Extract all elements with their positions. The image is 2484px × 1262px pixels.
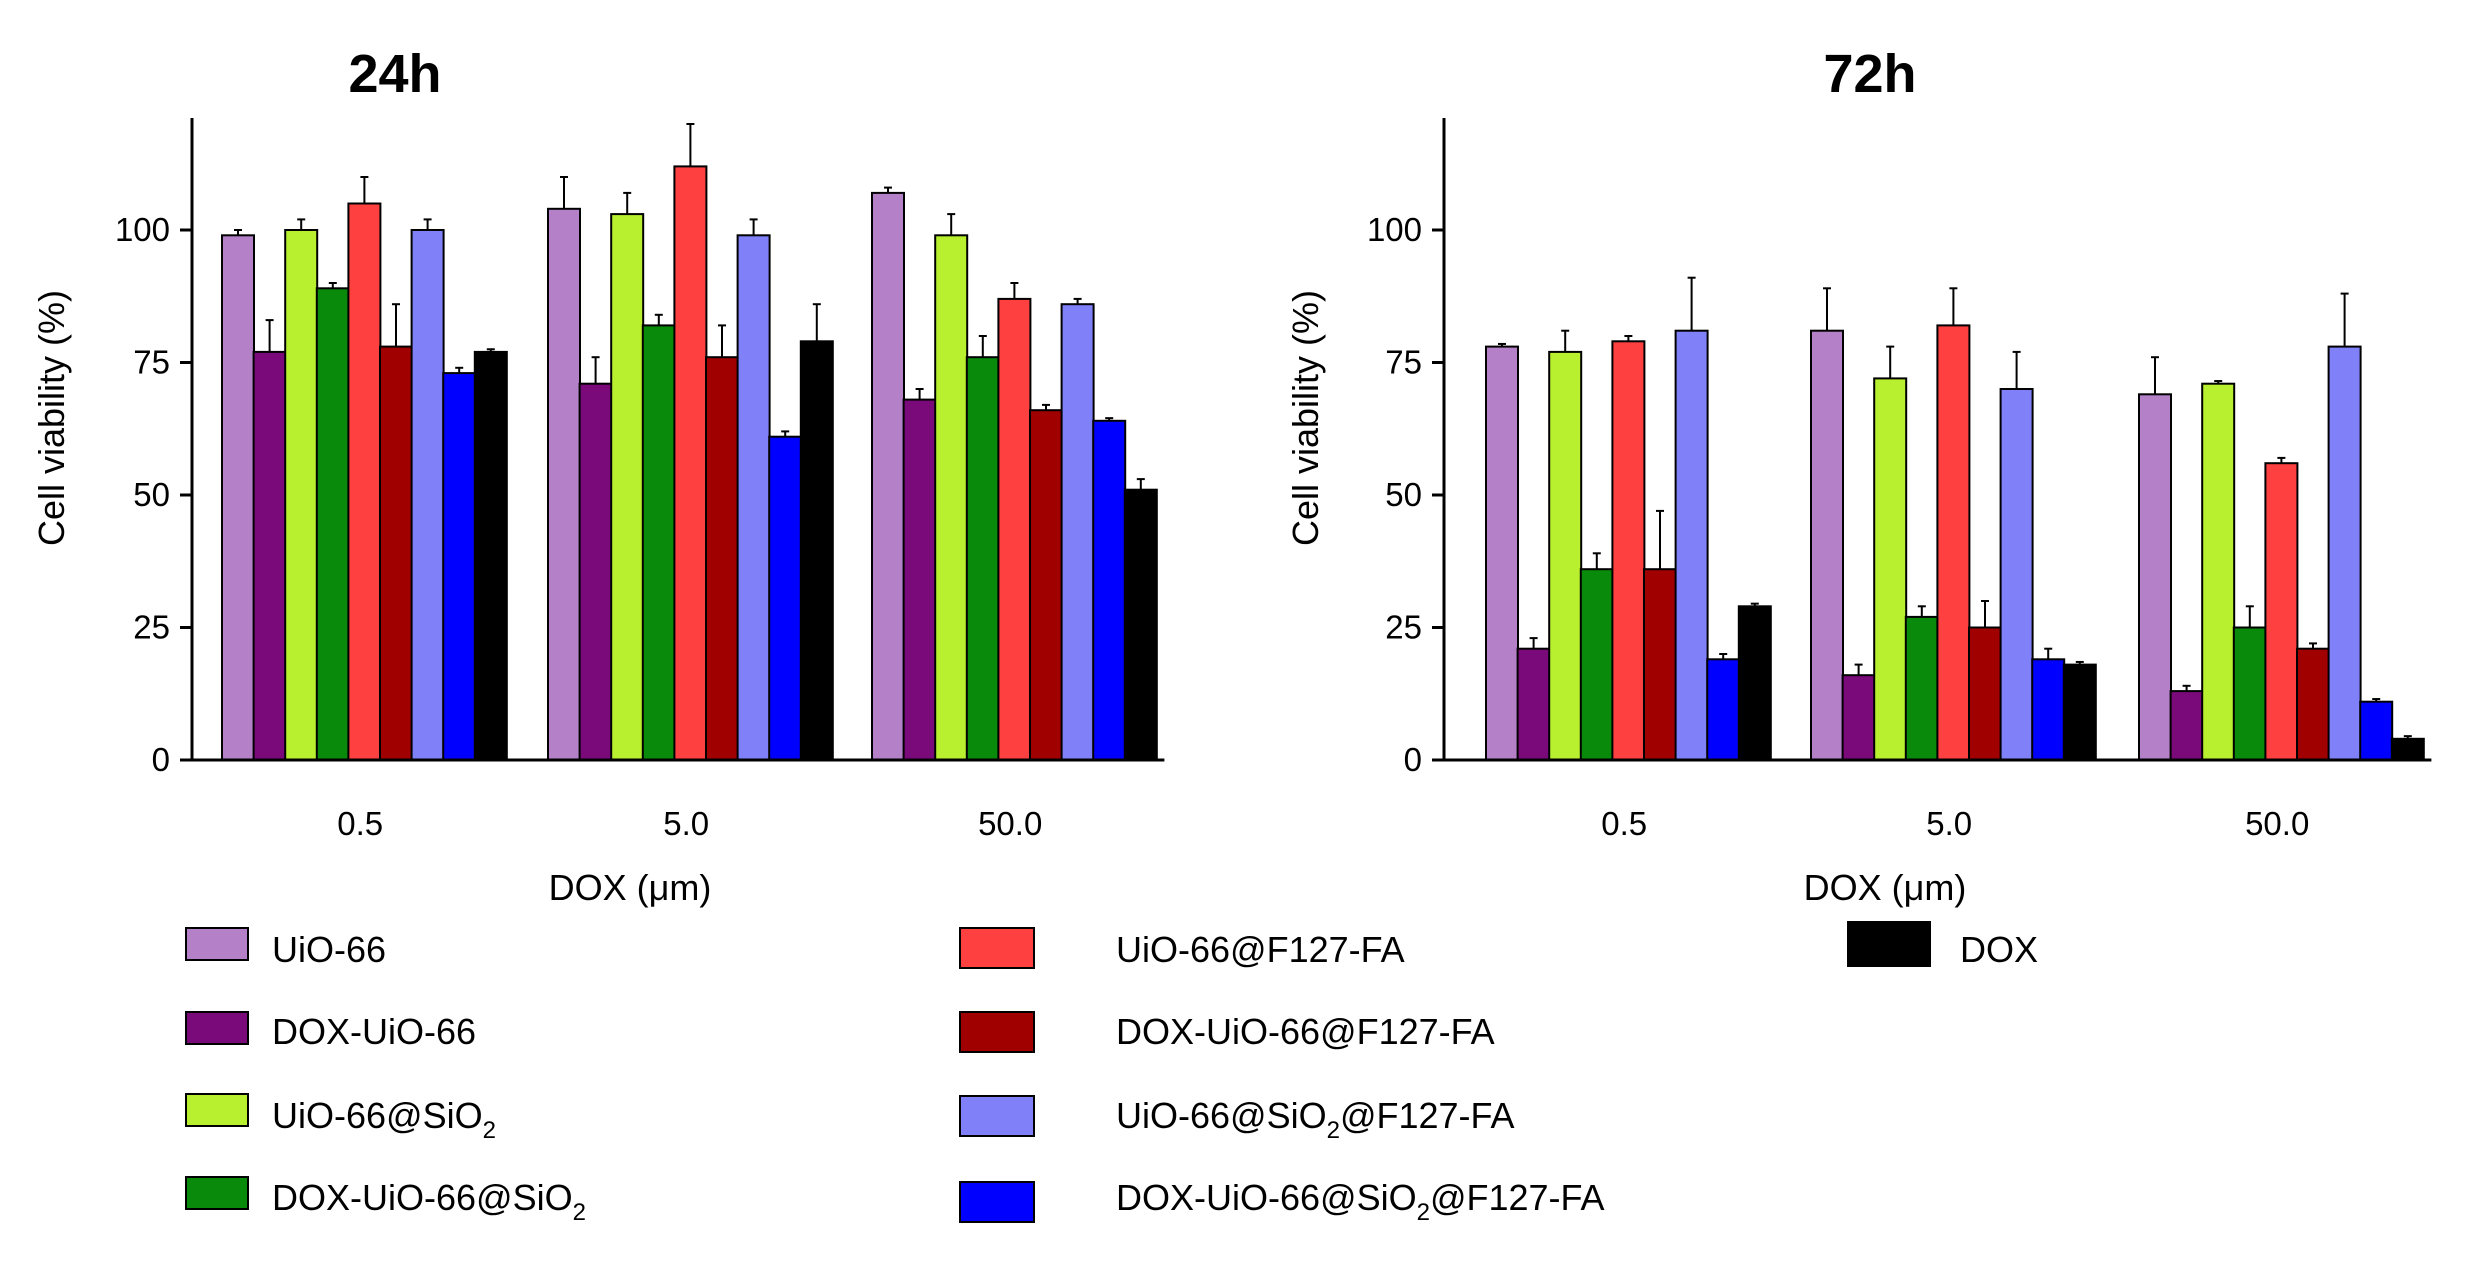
bar (2138, 393, 2172, 761)
x-axis-label-24h: DOX (μm) (549, 867, 712, 908)
y-tick-label: 50 (133, 476, 170, 513)
bar (1674, 329, 1709, 761)
bar (347, 202, 382, 761)
y-tick-label: 25 (133, 609, 170, 646)
y-tick-label: 100 (115, 211, 170, 248)
bar (252, 350, 287, 761)
bar (1936, 324, 1971, 761)
bar (1737, 605, 1772, 761)
bar (997, 297, 1032, 761)
bar (2296, 647, 2330, 762)
x-tick-label: 5.0 (663, 805, 709, 842)
bar (221, 234, 255, 762)
bar (442, 372, 477, 761)
legend-label: DOX-UiO-66@SiO2 (272, 1177, 586, 1226)
bar (799, 340, 834, 761)
y-axis-label-72h: Cell viability (%) (1285, 290, 1326, 546)
bar (1611, 340, 1646, 761)
panel-72h: 72h Cell viability (%) DOX (μm) 0 25 50 75 1… (1285, 44, 2432, 908)
bar (1579, 568, 1614, 762)
legend-swatch (185, 1011, 249, 1045)
bar (1904, 615, 1939, 762)
legend-label: UiO-66@SiO2 (272, 1095, 496, 1144)
bar (315, 287, 350, 761)
x-tick-label: 0.5 (337, 805, 383, 842)
panel-24h: 24h Cell viability (%) DOX (μm) 0 25 50 75 1… (31, 44, 1165, 908)
bar (1706, 658, 1741, 761)
legend-swatch (959, 1181, 1035, 1223)
y-tick-label: 75 (1385, 344, 1422, 381)
bar (410, 229, 445, 761)
bar (2359, 700, 2394, 762)
legend-swatch (959, 1011, 1035, 1053)
bar (610, 213, 645, 762)
bar (673, 165, 708, 761)
legend-swatch (959, 1095, 1035, 1137)
legend-swatch (959, 927, 1035, 969)
bar (2390, 737, 2425, 761)
y-axis-label-24h: Cell viability (%) (31, 290, 72, 546)
bar (1123, 488, 1158, 761)
chart-title-24h: 24h (348, 44, 441, 104)
x-tick-label: 50.0 (978, 805, 1042, 842)
y-tick-label: 50 (1385, 476, 1422, 513)
y-tick-label: 100 (1367, 211, 1422, 248)
y-tick-label: 25 (1385, 609, 1422, 646)
bar (2062, 663, 2097, 761)
y-tick-label: 0 (152, 741, 170, 778)
legend-label: DOX-UiO-66 (272, 1011, 476, 1052)
x-tick-label: 50.0 (2245, 805, 2309, 842)
legend-label: DOX (1960, 929, 2038, 970)
bar (1873, 377, 1908, 761)
legend: UiO-66 DOX-UiO-66 UiO-66@SiO2 DOX-UiO-66@Si… (185, 921, 2038, 1226)
bar (2264, 462, 2299, 761)
x-tick-label: 5.0 (1926, 805, 1972, 842)
legend-swatch (185, 1176, 249, 1210)
y-tick-label: 75 (133, 344, 170, 381)
bar (1548, 350, 1583, 761)
x-tick-label: 0.5 (1601, 805, 1647, 842)
bar (1516, 647, 1551, 762)
bar (2169, 690, 2204, 761)
x-axis-label-72h: DOX (μm) (1804, 867, 1967, 908)
bar (768, 435, 803, 761)
legend-label: UiO-66@F127-FA (1116, 929, 1405, 970)
bar (379, 345, 413, 761)
bar (473, 350, 508, 761)
legend-label: DOX-UiO-66@F127-FA (1116, 1011, 1495, 1052)
y-tick-label: 0 (1404, 741, 1422, 778)
legend-label: UiO-66@SiO2@F127-FA (1116, 1095, 1515, 1144)
legend-label: UiO-66 (272, 929, 386, 970)
bar (2031, 658, 2066, 761)
bar (1485, 345, 1519, 761)
bar (934, 234, 969, 762)
bar (736, 234, 771, 762)
bar (641, 324, 676, 761)
bar (578, 382, 613, 761)
bar (1810, 329, 1844, 761)
bar (1968, 626, 2002, 761)
bar (547, 207, 581, 762)
bar (2232, 626, 2267, 761)
bar (1092, 419, 1127, 761)
bar (1841, 674, 1876, 762)
legend-swatch (185, 1093, 249, 1127)
bar (871, 191, 905, 761)
bar (2201, 382, 2236, 761)
bar (2327, 345, 2362, 761)
bar (902, 398, 937, 761)
legend-swatch (185, 927, 249, 961)
bar (284, 229, 319, 761)
legend-swatch (1847, 921, 1931, 967)
legend-label: DOX-UiO-66@SiO2@F127-FA (1116, 1177, 1605, 1226)
bar (1060, 303, 1095, 761)
bar (1643, 568, 1677, 762)
bar (1999, 388, 2034, 761)
chart-title-72h: 72h (1823, 44, 1916, 104)
bar (705, 356, 739, 761)
bar (1029, 409, 1063, 761)
bar (965, 356, 1000, 761)
